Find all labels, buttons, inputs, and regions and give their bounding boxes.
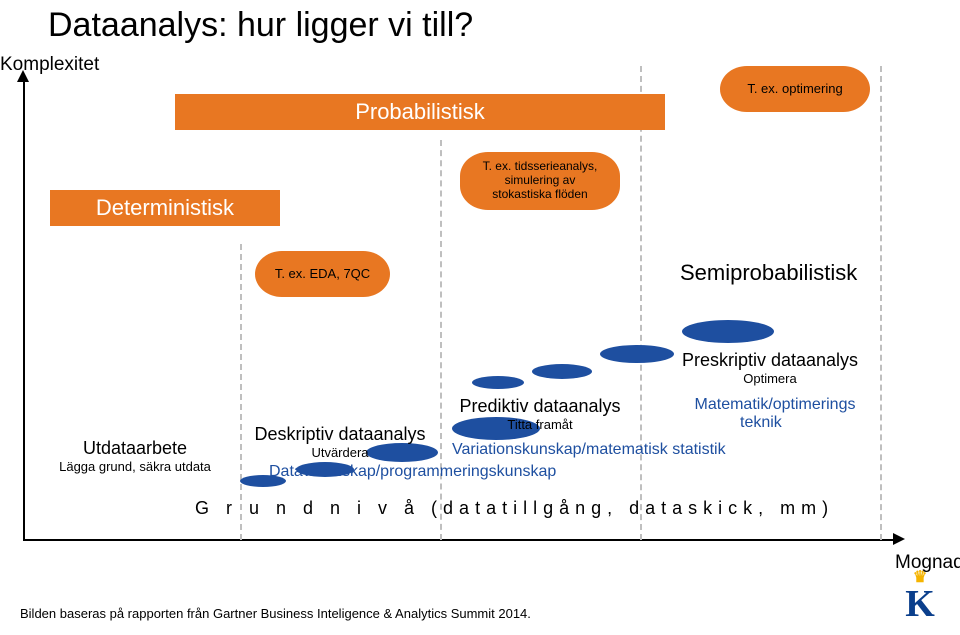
ellipse-7 <box>600 345 674 363</box>
col-predikt-sub: Titta framåt <box>495 417 585 432</box>
box-deterministisk-label: Deterministisk <box>96 195 234 221</box>
x-axis-label: Mognad <box>895 552 960 574</box>
dash-4 <box>880 66 882 540</box>
page-title: Dataanalys: hur ligger vi till? <box>48 6 473 45</box>
footer-text: Bilden baseras på rapporten från Gartner… <box>20 606 531 621</box>
dash-3 <box>640 66 642 540</box>
logo-letter: K <box>905 582 935 626</box>
grund-line: G r u n d n i v å (datatillgång, dataski… <box>195 498 834 519</box>
ellipse-6 <box>532 364 592 379</box>
oval-eda-text: T. ex. EDA, 7QC <box>275 267 370 282</box>
col-predikt-title: Prediktiv dataanalys <box>445 396 635 417</box>
oval-eda: T. ex. EDA, 7QC <box>255 251 390 297</box>
oval-tids-text: T. ex. tidsserieanalys, simulering av st… <box>483 160 598 201</box>
col-utdata-title: Utdataarbete <box>55 438 215 459</box>
ellipse-8 <box>682 320 774 343</box>
crown-icon: ♛ <box>913 574 927 582</box>
semiprob-label: Semiprobabilistisk <box>680 260 857 286</box>
y-axis-line <box>23 78 25 540</box>
col-preskr-sub: Optimera <box>720 371 820 386</box>
col-deskr-sub: Utvärdera <box>285 445 395 460</box>
col-preskr-title: Preskriptiv dataanalys <box>665 350 875 371</box>
x-axis-line <box>23 539 893 541</box>
x-axis-arrow <box>893 533 905 545</box>
diagram-stage: Dataanalys: hur ligger vi till? Komplexi… <box>0 0 960 635</box>
y-axis-label: Komplexitet <box>0 54 99 76</box>
blue-matopt1: Matematik/optimerings <box>680 396 870 414</box>
oval-tids: T. ex. tidsserieanalys, simulering av st… <box>460 152 620 210</box>
oval-opt: T. ex. optimering <box>720 66 870 112</box>
oval-opt-text: T. ex. optimering <box>747 82 842 97</box>
box-probabilistisk: Probabilistisk <box>175 94 665 130</box>
col-deskr-title: Deskriptiv dataanalys <box>245 424 435 445</box>
blue-matopt2: teknik <box>740 414 782 432</box>
blue-variation: Variationskunskap/matematisk statistik <box>452 441 726 459</box>
ellipse-5 <box>472 376 524 389</box>
box-probabilistisk-label: Probabilistisk <box>355 99 485 125</box>
logo: ♛ K <box>892 572 948 628</box>
dash-1 <box>240 244 242 540</box>
box-deterministisk: Deterministisk <box>50 190 280 226</box>
blue-data: Datavetenskap/programmeringskunskap <box>269 463 556 481</box>
col-utdata-sub: Lägga grund, säkra utdata <box>40 459 230 474</box>
